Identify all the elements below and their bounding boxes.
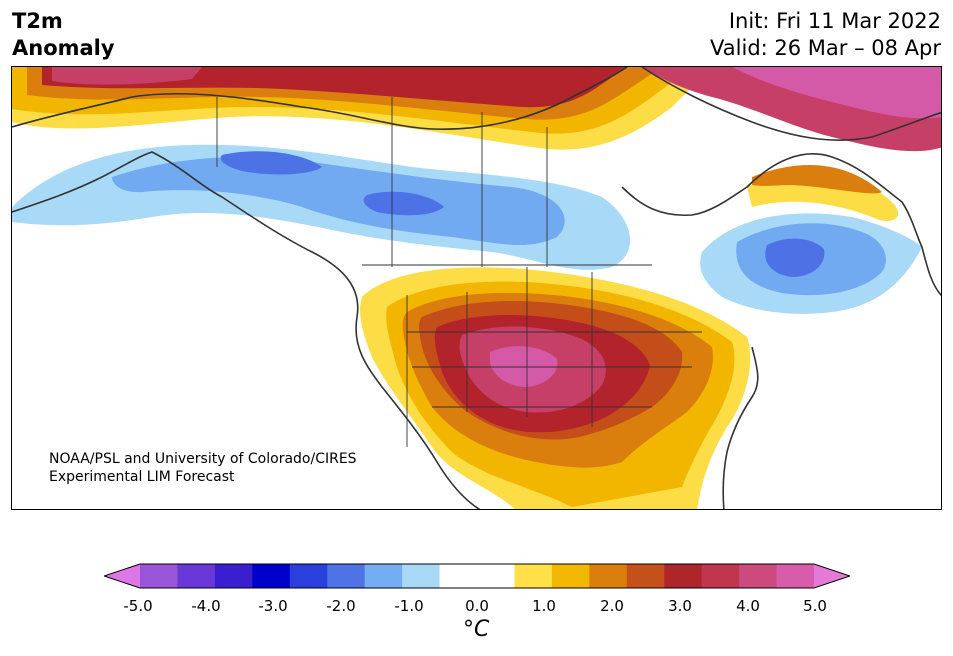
colorbar-cell <box>776 564 815 588</box>
init-date: Init: Fri 11 Mar 2022 <box>728 9 941 33</box>
greenland-core <box>732 67 941 119</box>
warm-band-north-pink <box>52 67 202 85</box>
cold-west-blue-b <box>363 191 444 216</box>
tick-label: -4.0 <box>191 597 221 615</box>
colorbar-cell <box>289 564 328 588</box>
colorbar-unit: °C <box>463 617 490 642</box>
political-borders <box>216 97 702 447</box>
tick-label: 3.0 <box>668 597 692 615</box>
coastlines <box>12 67 941 509</box>
colorbar-cell <box>814 564 850 588</box>
credits: NOAA/PSL and University of Colorado/CIRE… <box>49 450 357 486</box>
tick-label: -1.0 <box>394 597 424 615</box>
tick-label: -3.0 <box>258 597 288 615</box>
cold-east-blue <box>765 238 825 277</box>
title-type: Anomaly <box>12 36 115 60</box>
colorbar-cell <box>140 564 178 588</box>
colorbar-cell <box>252 564 291 588</box>
tick-label: 5.0 <box>803 597 827 615</box>
colorbar-cell <box>364 564 403 588</box>
colorbar-cell <box>177 564 216 588</box>
credits-line-1: NOAA/PSL and University of Colorado/CIRE… <box>49 451 357 467</box>
title-right: Init: Fri 11 Mar 2022 Valid: 26 Mar – 08… <box>710 8 941 62</box>
colorbar-cell <box>104 564 140 588</box>
cold-west-midblue <box>112 157 565 245</box>
tick-label: -5.0 <box>123 597 153 615</box>
colorbar-cell <box>402 564 441 588</box>
title-left: T2m Anomaly <box>12 8 115 62</box>
colorbar <box>104 563 850 589</box>
tick-label: 0.0 <box>465 597 489 615</box>
tick-label: 1.0 <box>532 597 556 615</box>
colorbar-cell <box>214 564 253 588</box>
colorbar-cell <box>701 564 740 588</box>
valid-range: Valid: 26 Mar – 08 Apr <box>710 36 941 60</box>
colorbar-cell <box>477 564 515 588</box>
colorbar-cell <box>739 564 778 588</box>
title-variable: T2m <box>12 9 63 33</box>
colorbar-cell <box>589 564 628 588</box>
colorbar-cell <box>626 564 665 588</box>
map-panel: NOAA/PSL and University of Colorado/CIRE… <box>11 66 942 510</box>
labrador-warm-orange <box>752 165 882 194</box>
credits-line-2: Experimental LIM Forecast <box>49 469 235 485</box>
colorbar-outline <box>104 563 850 589</box>
colorbar-cell <box>514 564 553 588</box>
anomaly-map <box>12 67 941 509</box>
colorbar-ticks: -5.0 -4.0 -3.0 -2.0 -1.0 0.0 1.0 2.0 3.0… <box>0 597 953 617</box>
colorbar-cell <box>327 564 366 588</box>
colorbar-cell <box>551 564 590 588</box>
colorbar-cell <box>439 564 478 588</box>
cold-west-blue-a <box>220 151 322 175</box>
tick-label: 2.0 <box>600 597 624 615</box>
tick-label: -2.0 <box>326 597 356 615</box>
colorbar-cells <box>104 564 850 588</box>
colorbar-cell <box>664 564 703 588</box>
tick-label: 4.0 <box>736 597 760 615</box>
